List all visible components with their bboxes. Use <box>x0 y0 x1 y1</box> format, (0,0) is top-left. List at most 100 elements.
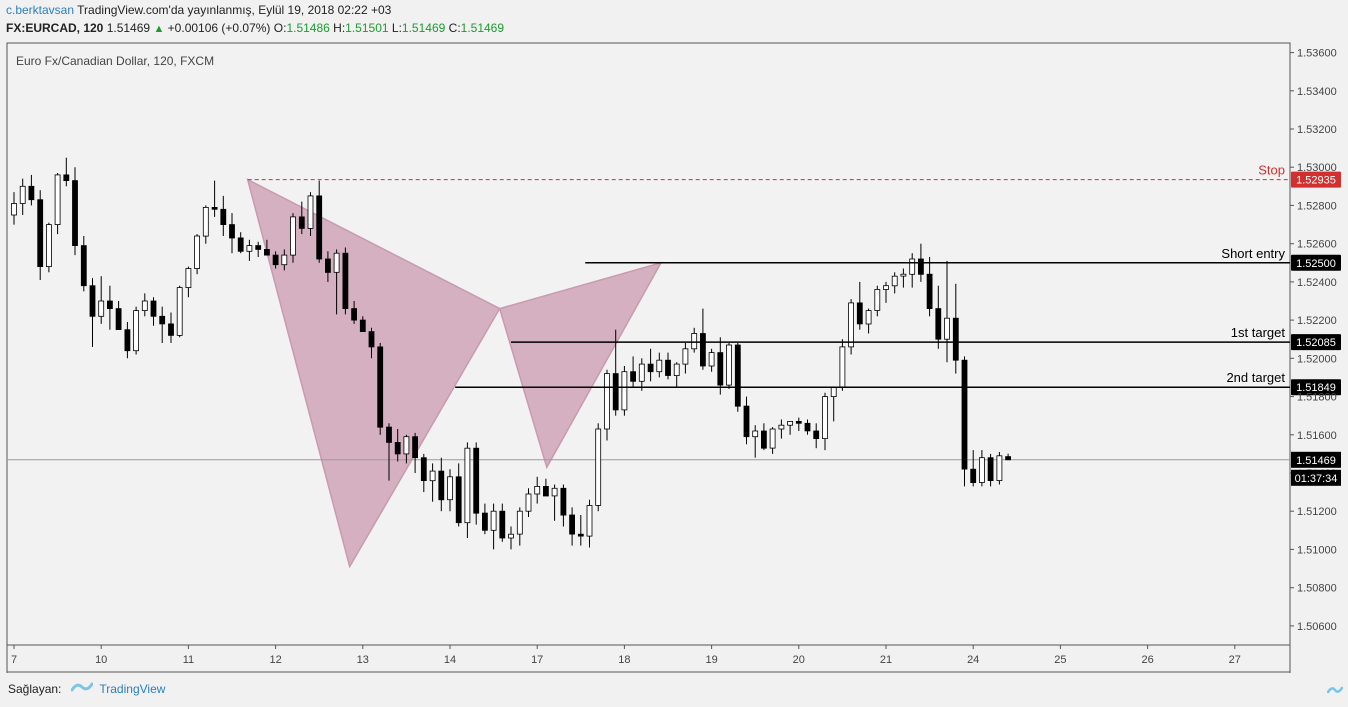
author-link[interactable]: c.berktavsan <box>6 3 75 17</box>
provider-link[interactable]: TradingView <box>99 681 166 696</box>
candle[interactable] <box>604 369 610 441</box>
candle[interactable] <box>909 253 916 288</box>
candle[interactable] <box>98 276 105 324</box>
candle[interactable] <box>883 281 889 303</box>
candle[interactable] <box>80 236 87 292</box>
candle[interactable] <box>691 327 698 353</box>
candle[interactable] <box>778 419 785 439</box>
candle[interactable] <box>499 503 506 542</box>
candle[interactable] <box>159 306 166 343</box>
candle[interactable] <box>490 503 497 550</box>
candle[interactable] <box>455 463 462 527</box>
candle[interactable] <box>638 358 645 391</box>
candle[interactable] <box>359 316 366 333</box>
candle[interactable] <box>150 297 157 326</box>
candle[interactable] <box>743 396 750 445</box>
candle[interactable] <box>952 283 959 374</box>
candle[interactable] <box>290 213 296 263</box>
candle[interactable] <box>987 453 994 487</box>
candle[interactable] <box>569 507 575 546</box>
candle[interactable] <box>246 239 253 261</box>
candle[interactable] <box>307 192 314 236</box>
candle[interactable] <box>473 442 480 525</box>
candle[interactable] <box>316 180 323 263</box>
candle[interactable] <box>298 201 305 235</box>
candle[interactable] <box>665 352 671 380</box>
candle[interactable] <box>935 285 942 349</box>
candle[interactable] <box>856 281 863 330</box>
candle[interactable] <box>141 293 148 317</box>
candle[interactable] <box>595 423 602 512</box>
candle[interactable] <box>516 507 523 546</box>
candle[interactable] <box>865 308 872 334</box>
candle[interactable] <box>577 515 584 546</box>
candle[interactable] <box>586 499 593 548</box>
candle[interactable] <box>37 190 44 280</box>
candle[interactable] <box>839 339 846 391</box>
candle[interactable] <box>211 180 218 217</box>
candle[interactable] <box>194 234 201 275</box>
candle[interactable] <box>429 463 436 502</box>
candle[interactable] <box>543 478 549 497</box>
candle[interactable] <box>874 285 881 317</box>
candle[interactable] <box>377 343 384 435</box>
candle[interactable] <box>647 348 654 382</box>
candle[interactable] <box>333 249 340 315</box>
candle[interactable] <box>168 312 174 344</box>
candle[interactable] <box>630 356 636 387</box>
candle[interactable] <box>891 272 898 294</box>
candle[interactable] <box>202 205 209 244</box>
candle[interactable] <box>28 174 35 206</box>
candle[interactable] <box>386 423 392 481</box>
candle[interactable] <box>726 343 732 389</box>
candle[interactable] <box>107 285 113 330</box>
candle[interactable] <box>72 167 78 256</box>
candle[interactable] <box>464 442 471 538</box>
candle[interactable] <box>804 419 811 435</box>
candle[interactable] <box>403 434 410 464</box>
candle[interactable] <box>996 452 1003 485</box>
candle[interactable] <box>961 356 968 487</box>
candle[interactable] <box>900 268 907 288</box>
candle[interactable] <box>822 392 828 451</box>
candle[interactable] <box>1005 453 1011 461</box>
candle[interactable] <box>412 432 419 473</box>
candle[interactable] <box>255 241 262 257</box>
candle[interactable] <box>438 457 445 512</box>
candle[interactable] <box>656 352 663 378</box>
candle[interactable] <box>795 417 802 431</box>
candle[interactable] <box>272 251 279 269</box>
candle[interactable] <box>508 526 514 550</box>
candle[interactable] <box>970 450 977 487</box>
candle[interactable] <box>11 192 17 225</box>
candle[interactable] <box>229 213 235 254</box>
candle[interactable] <box>124 322 131 359</box>
candle[interactable] <box>848 299 854 355</box>
candle[interactable] <box>89 278 96 347</box>
candle[interactable] <box>133 306 140 355</box>
plot-area[interactable] <box>6 42 1291 646</box>
candle[interactable] <box>19 178 26 215</box>
candle[interactable] <box>926 257 933 317</box>
candle[interactable] <box>447 469 453 512</box>
candle[interactable] <box>534 476 541 504</box>
candle[interactable] <box>420 453 427 493</box>
candle[interactable] <box>324 251 331 282</box>
candle[interactable] <box>560 484 567 527</box>
candle[interactable] <box>979 450 985 487</box>
candle[interactable] <box>813 423 820 449</box>
candle[interactable] <box>281 249 288 271</box>
candle[interactable] <box>54 173 61 235</box>
candle[interactable] <box>551 484 558 521</box>
candle[interactable] <box>176 285 183 338</box>
candle[interactable] <box>673 362 680 387</box>
candle[interactable] <box>115 301 122 331</box>
candle[interactable] <box>761 423 767 451</box>
candle[interactable] <box>351 301 358 324</box>
candle[interactable] <box>63 157 70 187</box>
candle[interactable] <box>621 366 628 416</box>
tradingview-logo-icon[interactable] <box>70 680 94 697</box>
candle[interactable] <box>769 427 776 454</box>
candle[interactable] <box>682 343 689 374</box>
